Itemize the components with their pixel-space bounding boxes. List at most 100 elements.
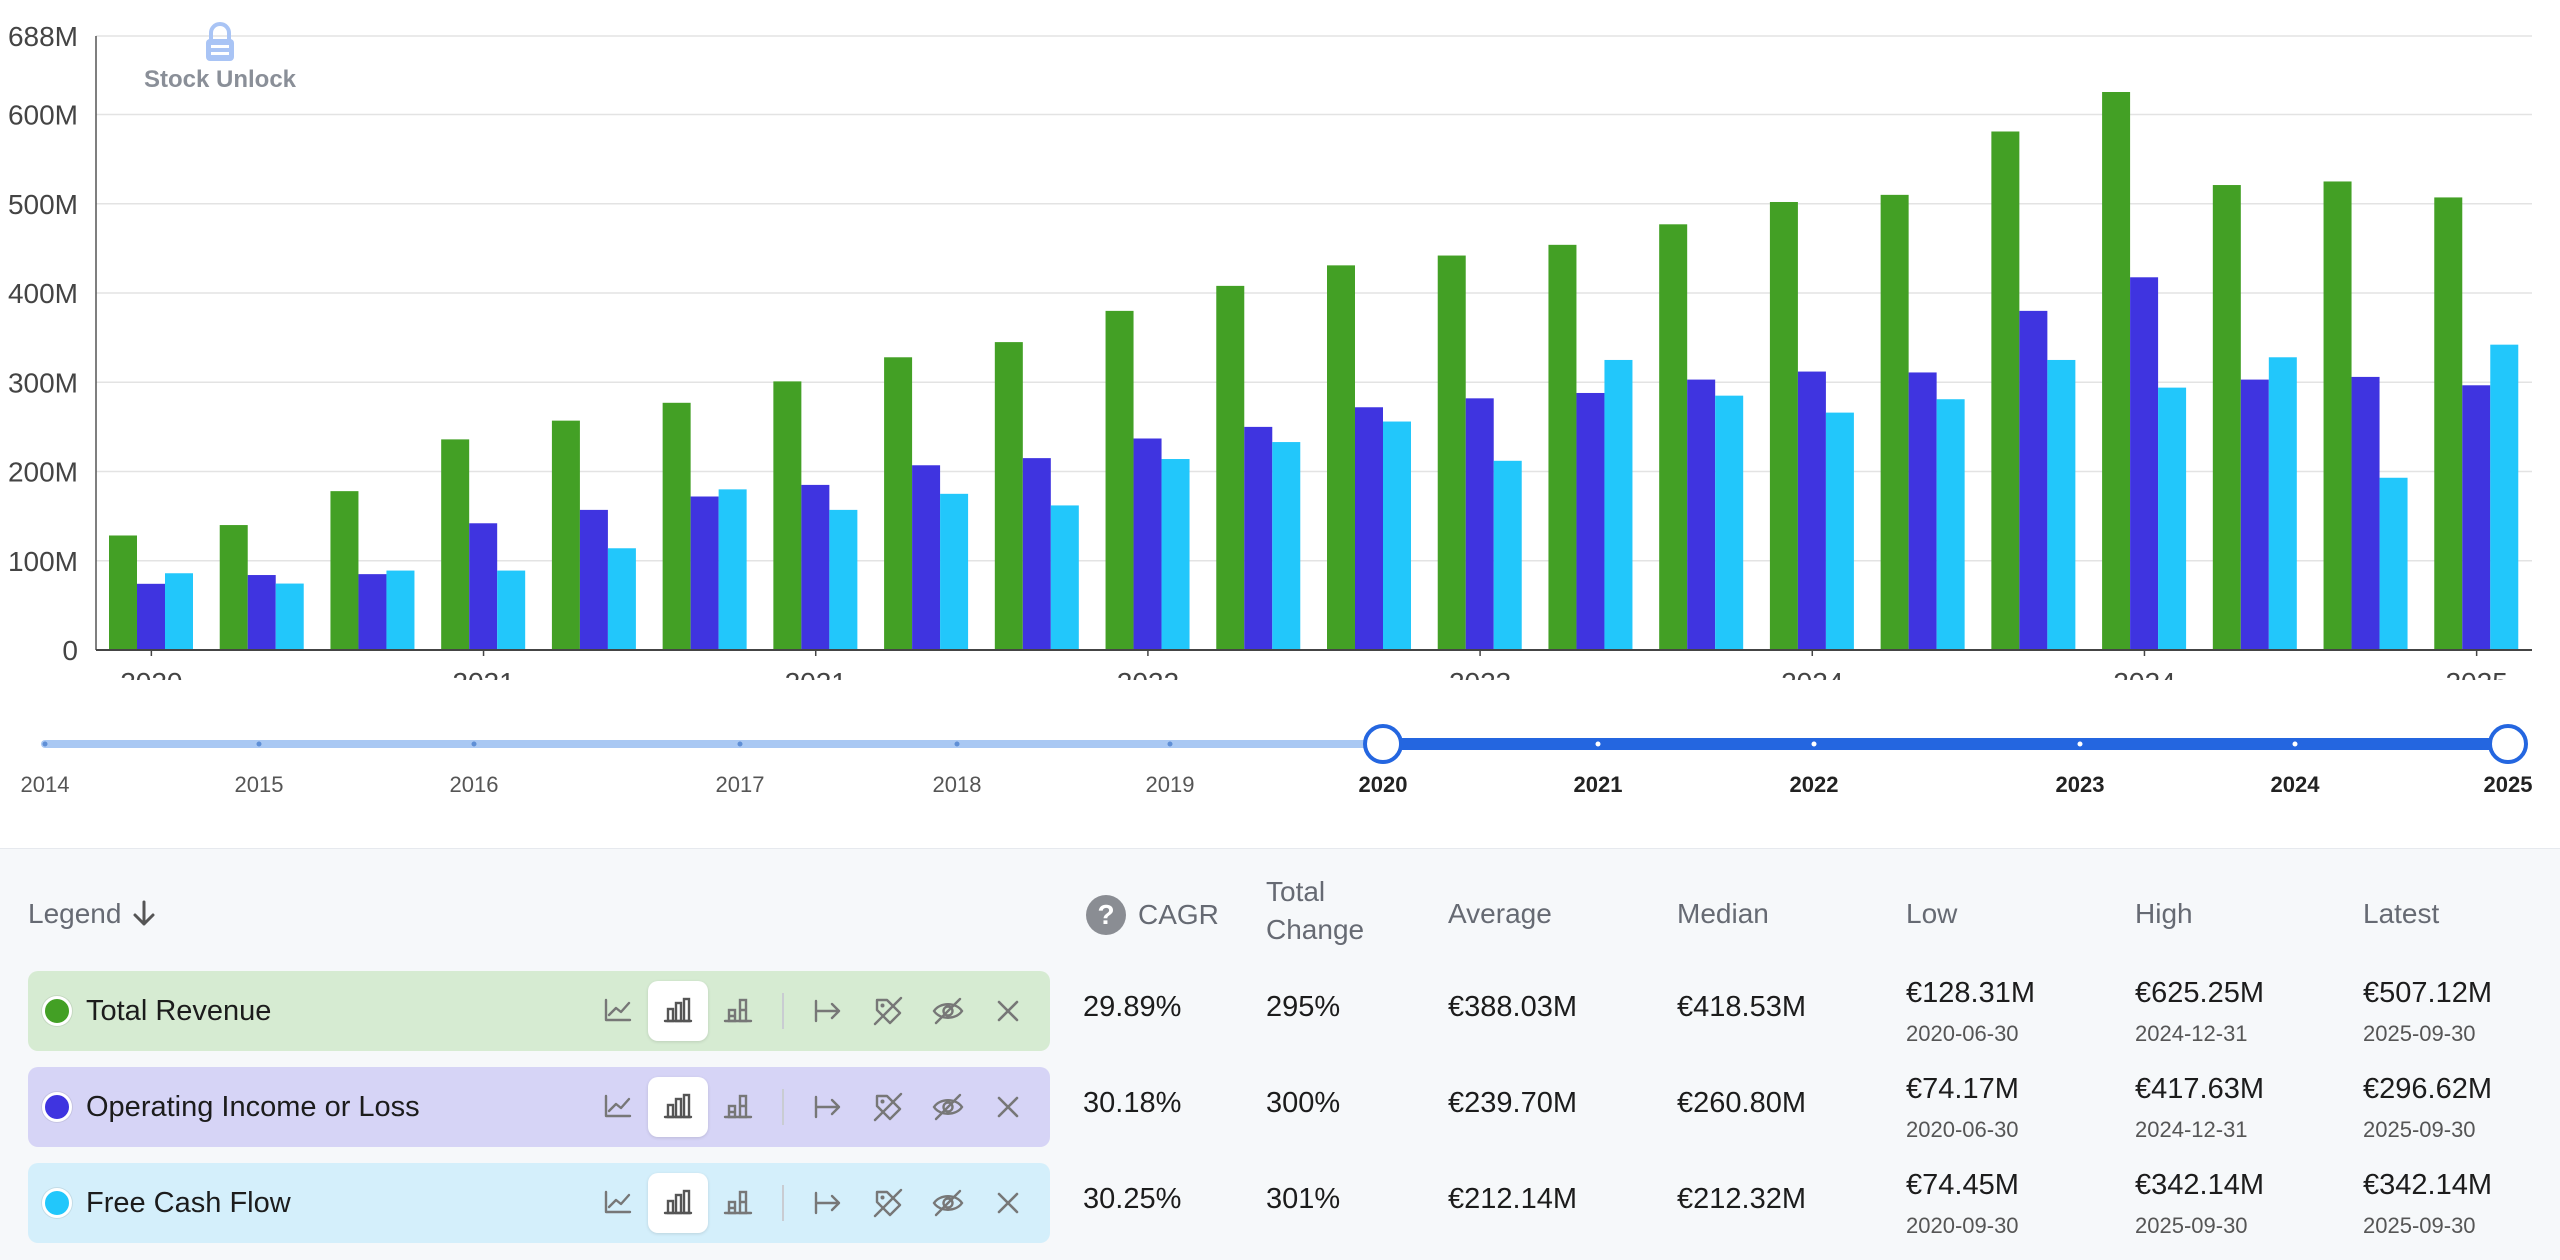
series-toolbar [588, 1173, 1038, 1233]
low-value: €74.17M [1906, 1073, 2019, 1105]
slider-end-handle[interactable] [2488, 724, 2528, 764]
low-value-date: 2020-06-30 [1906, 1021, 2019, 1046]
labels-button[interactable] [858, 981, 918, 1041]
latest-value: €342.14M [2363, 1169, 2492, 1201]
y-tick-label: 600M [8, 100, 78, 131]
total-change-value: 300% [1266, 1087, 1341, 1119]
slider-year-label: 2014 [21, 772, 70, 797]
slider-tick [42, 741, 48, 747]
total-change-value: 301% [1266, 1183, 1341, 1215]
bar [551, 420, 580, 650]
slider-year-label: 2015 [235, 772, 284, 797]
bar [994, 342, 1023, 650]
legend-header[interactable]: Legend [28, 895, 157, 933]
y-tick-label: 400M [8, 278, 78, 309]
bar [1437, 255, 1466, 650]
bar [829, 509, 858, 650]
slider-tick [256, 741, 262, 747]
bar [275, 583, 304, 650]
bar [1576, 392, 1605, 650]
remove-series-button[interactable] [978, 981, 1038, 1041]
slider-start-handle[interactable] [1363, 724, 1403, 764]
bar [1383, 421, 1411, 650]
hide-series-button[interactable] [918, 1077, 978, 1137]
hide-labels-icon [873, 1188, 903, 1218]
bar [1769, 201, 1798, 650]
labels-button[interactable] [858, 1173, 918, 1233]
bar-chart: 688M 600M 500M 400M 300M 200M 100M 0 2020 2021 202… [8, 21, 2532, 680]
remove-series-button[interactable] [978, 1173, 1038, 1233]
high-value-date: 2024-12-31 [2135, 1021, 2248, 1046]
bar-chart-button[interactable] [648, 981, 708, 1041]
series-pill[interactable]: Free Cash Flow [28, 1163, 1050, 1243]
bar [1604, 359, 1633, 650]
close-icon [997, 1192, 1019, 1214]
extend-arrow-icon [814, 1191, 841, 1215]
series-toolbar [588, 981, 1038, 1041]
bar [2323, 181, 2352, 650]
series-pill[interactable]: Total Revenue [28, 971, 1050, 1051]
bar [940, 493, 969, 650]
stacked-bar-button[interactable] [708, 981, 768, 1041]
line-chart-button[interactable] [588, 1077, 648, 1137]
high-value-date: 2025-09-30 [2135, 1213, 2248, 1238]
bar [773, 381, 802, 650]
stacked-bar-icon [723, 1190, 753, 1215]
extend-button[interactable] [798, 1173, 858, 1233]
table-row: Operating Income or Loss 30.18% 300% €239.… [0, 1067, 2560, 1147]
total-change-header-line2: Change [1266, 914, 1365, 945]
extend-button[interactable] [798, 981, 858, 1041]
slider-year-label: 2023 [2056, 772, 2105, 797]
eye-off-icon [932, 1093, 964, 1121]
line-chart-button[interactable] [588, 981, 648, 1041]
bar-chart-button[interactable] [648, 1173, 708, 1233]
bar [718, 489, 747, 650]
x-tick-label: 2021 [785, 667, 847, 680]
eye-off-icon [932, 997, 964, 1025]
bar-chart-icon [663, 1189, 693, 1215]
slider-year-label: 2025 [2484, 772, 2533, 797]
total-change-value: 295% [1266, 991, 1341, 1023]
median-header: Median [1677, 898, 1769, 929]
stacked-bar-button[interactable] [708, 1173, 768, 1233]
date-range-slider[interactable]: 2014 2015 2016 2017 2018 2019 2020 2021 2022 2023… [0, 700, 2560, 810]
series-name: Operating Income or Loss [86, 1090, 420, 1123]
average-value: €212.14M [1448, 1183, 1577, 1215]
bar [1355, 407, 1383, 650]
line-chart-button[interactable] [588, 1173, 648, 1233]
extend-button[interactable] [798, 1077, 858, 1137]
x-tick-label: 2025 [2445, 667, 2507, 680]
bar [1216, 285, 1245, 650]
close-icon [997, 1000, 1019, 1022]
series-color-dot[interactable] [42, 1188, 72, 1218]
low-value: €128.31M [1906, 977, 2035, 1009]
high-value: €417.63M [2135, 1073, 2264, 1105]
toolbar-divider [782, 1089, 784, 1125]
series-color-dot[interactable] [42, 996, 72, 1026]
bar-chart-button[interactable] [648, 1077, 708, 1137]
bar [137, 583, 165, 650]
slider-tick [471, 741, 477, 747]
remove-series-button[interactable] [978, 1077, 1038, 1137]
help-icon[interactable]: ? [1086, 895, 1126, 935]
bar [1272, 442, 1301, 650]
bar-chart-icon [663, 997, 693, 1023]
hide-series-button[interactable] [918, 1173, 978, 1233]
bar [607, 548, 636, 650]
line-chart-icon [604, 1190, 632, 1214]
arrow-down-icon [133, 900, 155, 926]
bar [2130, 277, 2159, 650]
series-pill[interactable]: Operating Income or Loss [28, 1067, 1050, 1147]
series-name: Total Revenue [86, 994, 272, 1027]
labels-button[interactable] [858, 1077, 918, 1137]
series-color-dot[interactable] [42, 1092, 72, 1122]
hide-labels-icon [873, 996, 903, 1026]
stacked-bar-button[interactable] [708, 1077, 768, 1137]
x-tick-label: 2023 [1449, 667, 1511, 680]
y-tick-label: 100M [8, 546, 78, 577]
hide-series-button[interactable] [918, 981, 978, 1041]
bar [386, 570, 415, 650]
bar [1161, 459, 1190, 650]
total-change-header-line1: Total [1266, 876, 1326, 907]
slider-tick [954, 741, 960, 747]
